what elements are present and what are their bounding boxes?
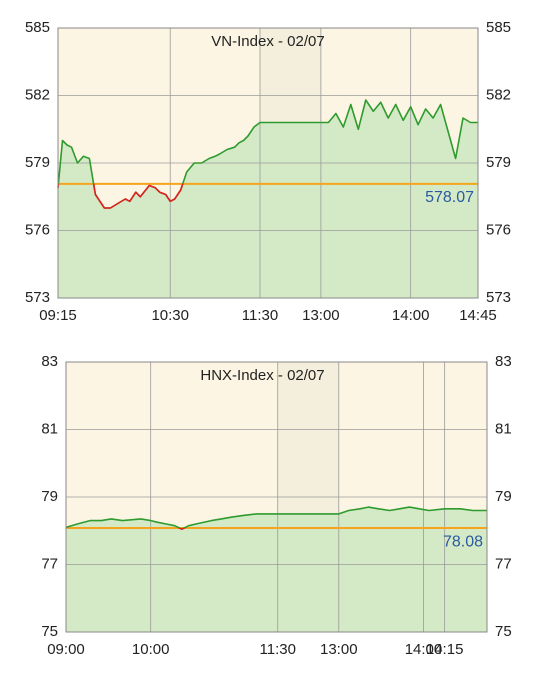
x-tick-label: 14:15 [426, 641, 464, 658]
y-tick-label: 582 [25, 86, 50, 103]
area-fill [66, 507, 487, 632]
x-tick-label: 11:30 [242, 307, 278, 324]
y2-tick-label: 77 [495, 555, 512, 572]
reference-label: 78.08 [443, 533, 483, 550]
y-tick-label: 75 [41, 623, 58, 640]
y-tick-label: 81 [41, 420, 58, 437]
y2-tick-label: 579 [486, 154, 511, 171]
y2-tick-label: 573 [486, 289, 511, 306]
x-tick-label: 13:00 [302, 307, 340, 324]
y2-tick-label: 79 [495, 488, 512, 505]
y2-tick-label: 83 [495, 353, 512, 370]
x-tick-label: 14:45 [459, 307, 497, 324]
y-tick-label: 79 [41, 488, 58, 505]
y-tick-label: 576 [25, 221, 50, 238]
index-line [65, 506, 487, 530]
x-tick-label: 14:00 [405, 641, 443, 658]
x-tick-label: 14:00 [392, 307, 430, 324]
y-tick-label: 573 [25, 289, 50, 306]
plot-frame [65, 361, 488, 633]
y-tick-label: 585 [25, 19, 50, 36]
y2-tick-label: 585 [486, 19, 511, 36]
x-tick-label: 09:00 [47, 641, 85, 658]
plot-frame [57, 27, 479, 299]
x-tick-label: 09:15 [39, 307, 77, 324]
chart-title: HNX-Index - 02/07 [200, 367, 324, 384]
y-tick-label: 77 [41, 555, 58, 572]
area-fill [58, 100, 478, 298]
x-tick-label: 11:30 [260, 641, 296, 658]
x-tick-label: 10:00 [132, 641, 170, 658]
reference-label: 578.07 [425, 189, 474, 206]
y-tick-label: 83 [41, 353, 58, 370]
index-line-below-reference [58, 183, 184, 209]
y2-tick-label: 75 [495, 623, 512, 640]
y-tick-label: 579 [25, 154, 50, 171]
x-tick-label: 13:00 [320, 641, 358, 658]
chart-title: VN-Index - 02/07 [211, 33, 324, 50]
y2-tick-label: 81 [495, 420, 512, 437]
x-tick-label: 10:30 [151, 307, 189, 324]
y2-tick-label: 582 [486, 86, 511, 103]
y2-tick-label: 576 [486, 221, 511, 238]
